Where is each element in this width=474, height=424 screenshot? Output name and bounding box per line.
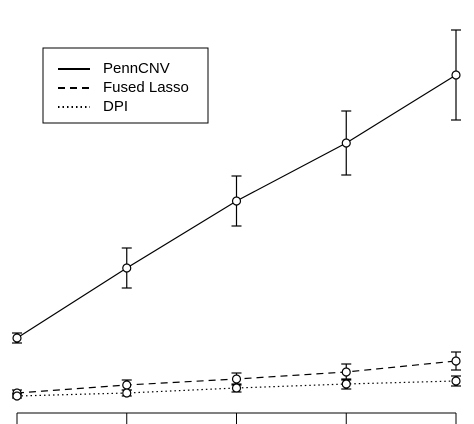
legend-box xyxy=(42,47,209,124)
point xyxy=(341,138,351,148)
legend-label: Fused Lasso xyxy=(103,79,189,96)
point xyxy=(231,374,242,384)
point xyxy=(231,383,242,393)
point xyxy=(122,380,132,390)
point xyxy=(12,333,22,343)
legend-label: PennCNV xyxy=(103,60,170,77)
point xyxy=(231,196,242,206)
point xyxy=(12,391,22,401)
legend-label: DPI xyxy=(103,98,128,115)
point xyxy=(122,263,132,273)
point xyxy=(341,379,351,389)
point xyxy=(341,367,351,377)
point xyxy=(451,356,461,366)
point xyxy=(451,376,461,386)
point xyxy=(122,388,132,398)
series-line xyxy=(16,380,457,397)
point xyxy=(451,70,461,80)
